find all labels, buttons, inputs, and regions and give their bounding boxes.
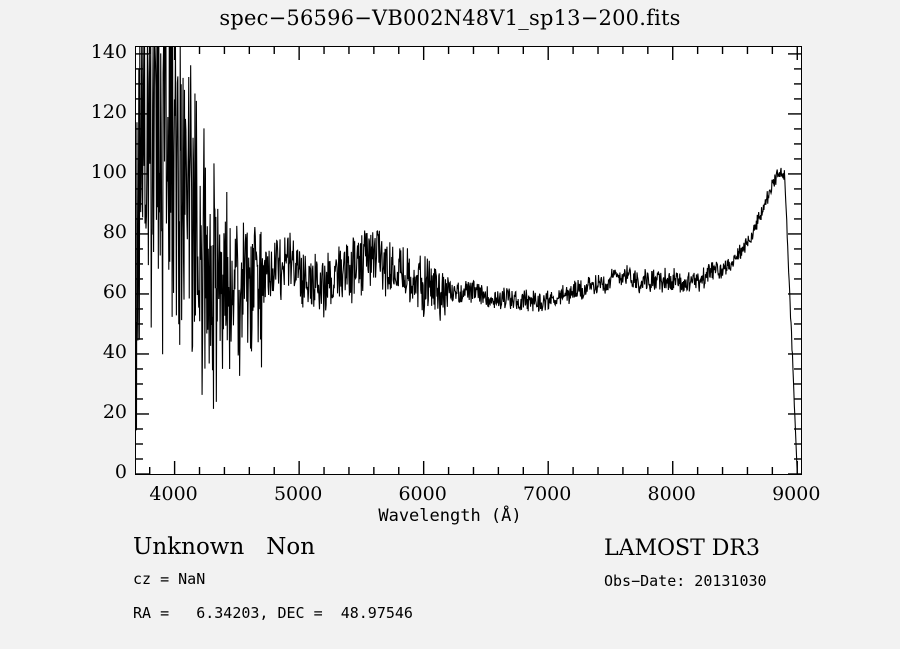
x-tick-label: 7000 <box>523 483 572 505</box>
y-tick-label: 40 <box>102 340 127 363</box>
x-tick-label: 8000 <box>647 483 696 505</box>
redshift-value: cz = NaN <box>133 570 206 588</box>
survey-name: LAMOST DR3 <box>604 536 760 561</box>
y-tick-label: 100 <box>90 160 127 183</box>
spectrum-trace <box>136 47 801 474</box>
x-tick-label: 4000 <box>149 483 198 505</box>
observation-date: Obs−Date: 20131030 <box>604 572 767 590</box>
page-title: spec−56596−VB002N48V1_sp13−200.fits <box>219 6 681 30</box>
spectrum-plot <box>136 47 801 474</box>
y-tick-label: 140 <box>90 40 127 63</box>
coordinates-value: RA = 6.34203, DEC = 48.97546 <box>133 604 413 622</box>
plot-area <box>135 46 802 475</box>
y-tick-label: 60 <box>102 280 127 303</box>
x-tick-label: 6000 <box>398 483 447 505</box>
x-axis-label: Wavelength (Å) <box>378 506 522 526</box>
y-tick-label: 80 <box>102 220 127 243</box>
object-name: Unknown Non <box>133 534 316 560</box>
x-tick-label: 9000 <box>772 483 821 505</box>
y-tick-label: 20 <box>102 400 127 423</box>
y-tick-label: 0 <box>114 461 127 483</box>
x-tick-label: 5000 <box>273 483 323 505</box>
y-tick-label: 120 <box>90 100 127 123</box>
